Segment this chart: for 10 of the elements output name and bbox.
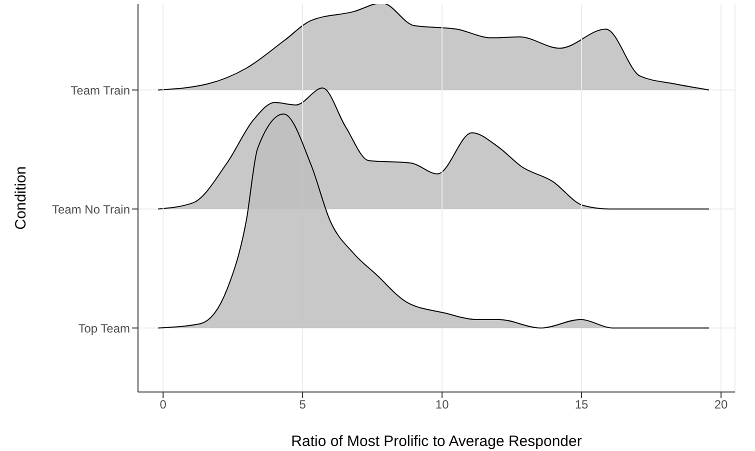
x-tick-label: 15 (574, 398, 589, 412)
x-tick-label: 0 (160, 398, 167, 412)
x-axis-title: Ratio of Most Prolific to Average Responder (291, 433, 582, 450)
x-tick-label: 20 (714, 398, 728, 412)
text: Team No Train (52, 202, 130, 216)
y-axis-title: Condition (12, 166, 30, 230)
x-tick-label: 5 (299, 398, 306, 412)
text: Team Train (70, 83, 130, 98)
x-tick-label: 10 (435, 398, 450, 412)
text: Top Team (78, 321, 130, 336)
